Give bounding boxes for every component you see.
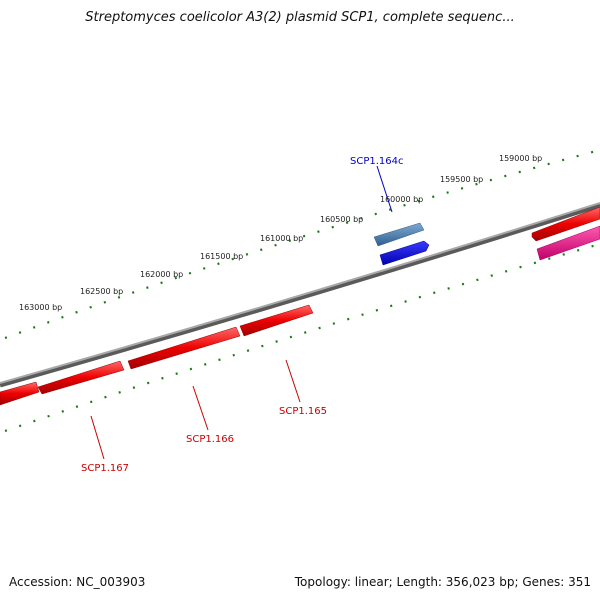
gene-label-scp1-165[interactable]: SCP1.165 — [279, 406, 327, 417]
leader-line-scp1-164c — [376, 165, 393, 213]
scale-label: 163000 bp — [19, 303, 62, 312]
summary-text: Topology: linear; Length: 356,023 bp; Ge… — [294, 575, 591, 589]
map-title: Streptomyces coelicolor A3(2) plasmid SC… — [85, 10, 515, 25]
leader-line-scp1-165 — [285, 359, 301, 403]
gene-label-scp1-167[interactable]: SCP1.167 — [81, 463, 129, 474]
leader-line-scp1-167 — [90, 415, 105, 460]
scale-label: 159500 bp — [440, 175, 483, 184]
scale-label: 160000 bp — [380, 195, 423, 204]
inner-tick-ring — [4, 242, 600, 433]
scale-label: 160500 bp — [320, 215, 363, 224]
scale-label: 162000 bp — [140, 270, 183, 279]
scale-label: 162500 bp — [80, 287, 123, 296]
gene-left-edge[interactable] — [0, 381, 40, 406]
gene-scp1-166[interactable] — [127, 326, 241, 370]
accession-text: Accession: NC_003903 — [9, 575, 146, 589]
gene-scp1-167[interactable] — [37, 360, 125, 395]
gene-label-scp1-164c[interactable]: SCP1.164c — [350, 156, 404, 167]
gene-right-magenta[interactable] — [536, 225, 600, 261]
scale-label: 161000 bp — [260, 234, 303, 243]
gene-label-scp1-166[interactable]: SCP1.166 — [186, 434, 234, 445]
gene-scp1-164c-bottom[interactable] — [379, 240, 430, 266]
scale-label: 161500 bp — [200, 252, 243, 261]
backbone — [0, 202, 600, 384]
gene-right-red[interactable] — [531, 206, 600, 242]
gene-scp1-164c-top[interactable] — [373, 222, 425, 247]
gene-scp1-165[interactable] — [239, 304, 314, 337]
backbone-shadow — [0, 202, 600, 388]
leader-line-scp1-166 — [192, 385, 209, 431]
scale-label: 159000 bp — [499, 154, 542, 163]
